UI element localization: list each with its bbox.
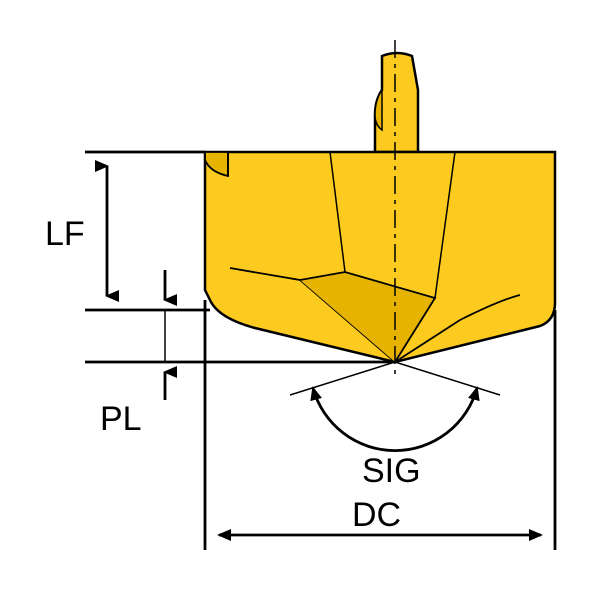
dc-label: DC xyxy=(352,496,401,534)
tool-body xyxy=(205,53,555,362)
technical-diagram: LF PL SIG DC xyxy=(0,0,600,600)
pl-label: PL xyxy=(100,400,142,438)
sig-label: SIG xyxy=(362,452,421,490)
sig-angle-arc xyxy=(313,388,477,451)
lf-label: LF xyxy=(45,215,85,253)
